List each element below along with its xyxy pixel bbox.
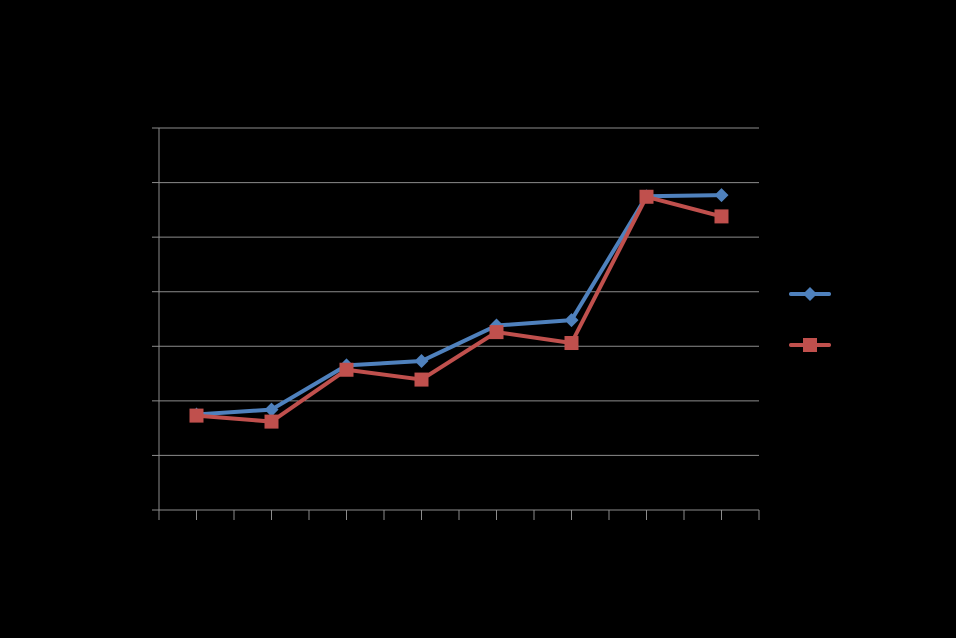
legend-entry-2 <box>789 338 831 352</box>
data-point <box>339 362 354 377</box>
series-1 <box>189 188 729 422</box>
legend-marker <box>803 338 817 352</box>
data-point <box>639 189 654 204</box>
legend <box>789 287 831 352</box>
data-point <box>414 354 429 369</box>
data-point <box>264 402 279 417</box>
data-point <box>564 336 579 351</box>
data-point <box>564 313 579 328</box>
gridlines <box>159 127 759 456</box>
data-point <box>714 209 729 224</box>
series-group <box>189 188 729 429</box>
data-point <box>264 414 279 429</box>
series-1-line <box>194 193 724 417</box>
series-2 <box>189 189 729 429</box>
data-point <box>414 372 429 387</box>
legend-marker <box>803 287 817 301</box>
data-point <box>189 408 204 423</box>
data-point <box>714 188 729 203</box>
axes <box>152 127 760 520</box>
legend-entry-1 <box>789 287 831 301</box>
data-point <box>489 325 504 340</box>
series-2-line <box>194 194 724 424</box>
